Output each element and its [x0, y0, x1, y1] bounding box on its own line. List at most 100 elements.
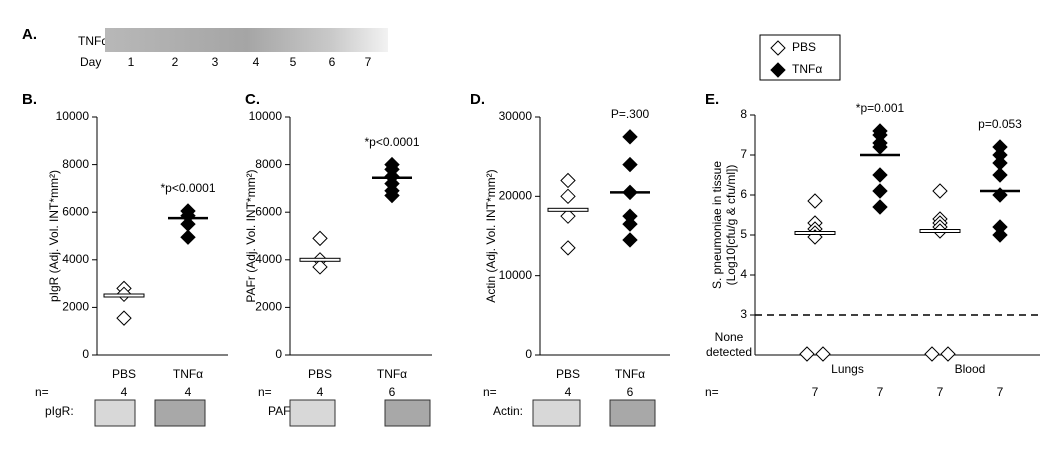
row-label: TNFα — [78, 34, 108, 48]
blot — [105, 28, 388, 52]
data-point — [312, 259, 328, 275]
blot-label: pIgR: — [45, 404, 74, 418]
data-point — [312, 230, 328, 247]
data-point — [770, 62, 786, 78]
y-tick-label: 2000 — [255, 300, 282, 314]
y-tick-label: 6000 — [255, 204, 282, 218]
mean-line — [919, 229, 961, 233]
data-point — [180, 229, 196, 245]
y-tick-label: 8000 — [255, 157, 282, 171]
data-point — [872, 183, 888, 199]
y-axis-title: PAFr (Adj. Vol. INT*mm²) — [244, 169, 258, 302]
day-number: 1 — [128, 55, 135, 69]
data-point — [560, 188, 576, 205]
day-number: 6 — [329, 55, 336, 69]
y-tick-label: 7 — [740, 147, 747, 161]
data-point — [116, 310, 132, 326]
x-tick-label: PBS — [308, 367, 332, 381]
data-point — [932, 183, 948, 199]
blot — [289, 399, 336, 427]
n-value: 7 — [997, 385, 1004, 399]
blot-label: Actin: — [493, 404, 523, 418]
data-point — [560, 172, 576, 189]
n-value: 4 — [185, 385, 192, 399]
day-number: 4 — [253, 55, 260, 69]
y-tick-label: 10000 — [499, 268, 533, 282]
y-axis-title: pIgR (Adj. Vol. INT*mm²) — [47, 170, 61, 302]
y-tick-label: 0 — [82, 347, 89, 361]
blot — [384, 399, 431, 427]
day-number: 3 — [212, 55, 219, 69]
x-tick-label: PBS — [556, 367, 580, 381]
day-number: 7 — [365, 55, 372, 69]
y-tick-label: 8000 — [62, 157, 89, 171]
n-label: n= — [35, 385, 49, 399]
blot — [94, 399, 136, 427]
y-tick-label: 10000 — [249, 109, 283, 123]
y-tick-label: 8 — [740, 107, 747, 121]
data-point — [622, 216, 638, 232]
y-tick-label: 3 — [740, 307, 747, 321]
y-tick-label: 4 — [740, 267, 747, 281]
mean-line — [299, 257, 341, 262]
blot — [609, 399, 656, 427]
x-tick-label: TNFα — [615, 367, 645, 381]
n-label: n= — [483, 385, 497, 399]
panel-label: B. — [22, 91, 37, 108]
data-point — [872, 199, 888, 215]
y-tick-label: 6 — [740, 187, 747, 201]
data-point — [622, 129, 638, 145]
day-number: 2 — [172, 55, 179, 69]
x-tick-label: TNFα — [377, 367, 407, 381]
mean-line — [794, 231, 836, 235]
panel-label: D. — [470, 91, 485, 108]
none-detected-label: None detected — [705, 330, 753, 359]
y-tick-label: 20000 — [499, 189, 533, 203]
data-point — [992, 227, 1008, 243]
n-label: n= — [258, 385, 272, 399]
y-tick-label: 30000 — [499, 109, 533, 123]
n-value: 7 — [877, 385, 884, 399]
n-value: 4 — [565, 385, 572, 399]
legend-label: PBS — [792, 40, 816, 54]
data-point — [807, 193, 823, 209]
data-point — [815, 346, 831, 362]
data-point — [992, 167, 1008, 183]
data-point — [622, 232, 638, 248]
y-tick-label: 0 — [525, 347, 532, 361]
x-tick-label: Lungs — [831, 362, 864, 376]
data-point — [622, 156, 638, 173]
x-tick-label: TNFα — [173, 367, 203, 381]
n-value: 4 — [317, 385, 324, 399]
y-tick-label: 4000 — [255, 252, 282, 266]
y-tick-label: 10000 — [56, 109, 90, 123]
y-tick-label: 4000 — [62, 252, 89, 266]
panel-label: E. — [705, 91, 719, 108]
n-value: 7 — [937, 385, 944, 399]
x-tick-label: Blood — [955, 362, 986, 376]
n-value: 7 — [812, 385, 819, 399]
n-label: n= — [705, 385, 719, 399]
data-point — [872, 167, 888, 183]
annotation: p=0.053 — [978, 117, 1022, 131]
blot — [532, 399, 581, 427]
data-point — [940, 346, 956, 362]
mean-line — [547, 207, 589, 212]
n-value: 6 — [627, 385, 634, 399]
day-number: 5 — [290, 55, 297, 69]
panel-label: A. — [22, 26, 37, 43]
annotation: *p<0.0001 — [364, 135, 419, 149]
y-axis-title: Actin (Adj. Vol. INT*mm²) — [484, 169, 498, 302]
legend-label: TNFα — [792, 62, 822, 76]
annotation: P=.300 — [611, 107, 650, 121]
annotation: *p<0.0001 — [160, 181, 215, 195]
n-value: 6 — [389, 385, 396, 399]
annotation: *p=0.001 — [856, 101, 905, 115]
y-tick-label: 0 — [275, 347, 282, 361]
x-tick-label: PBS — [112, 367, 136, 381]
data-point — [770, 40, 786, 56]
y-tick-label: 2000 — [62, 300, 89, 314]
data-point — [924, 346, 940, 362]
